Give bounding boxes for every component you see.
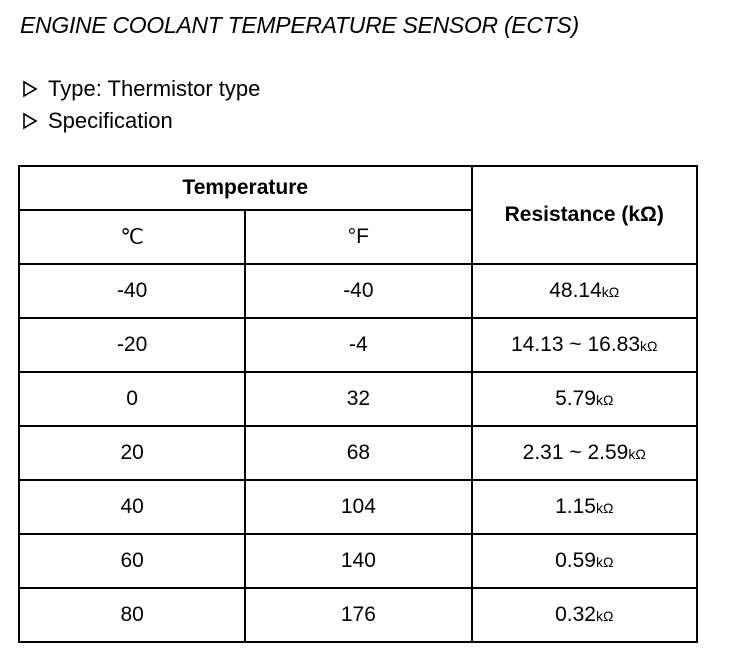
title: ENGINE COOLANT TEMPERATURE SENSOR (ECTS) <box>20 12 579 38</box>
resistance-value: 2.31 ~ 2.59 <box>522 441 629 464</box>
resistance-unit: kΩ <box>601 284 620 300</box>
fahrenheit-cell: 176 <box>244 587 473 643</box>
resistance-value: 0.59 <box>555 549 596 572</box>
fahrenheit-cell: 104 <box>244 479 473 535</box>
celsius-cell: 60 <box>17 533 247 589</box>
data-row: 80 176 0.32kΩ <box>17 587 698 643</box>
celsius-cell: -40 <box>17 263 247 319</box>
header-row: ℃ °F <box>17 209 697 265</box>
list-item: Type: Thermistor type <box>22 76 260 102</box>
data-row: -20 -4 14.13 ~ 16.83kΩ <box>17 317 698 373</box>
resistance-cell: 1.15kΩ <box>470 479 698 535</box>
resistance-unit: kΩ <box>595 500 614 516</box>
resistance-cell: 5.79kΩ <box>470 371 698 427</box>
fahrenheit-cell: 140 <box>244 533 473 589</box>
item-text: Type: Thermistor type <box>48 76 261 101</box>
data-row: 20 68 2.31 ~ 2.59kΩ <box>17 425 698 481</box>
data-row: 60 140 0.59kΩ <box>17 533 698 589</box>
resistance-unit: kΩ <box>628 446 646 462</box>
data-row: -40 -40 48.14kΩ <box>17 263 698 319</box>
fahrenheit-cell: -40 <box>244 263 473 319</box>
table-body: Temperature Resistance (kΩ) ℃ °F -40 -40 4… <box>17 165 698 643</box>
data-row: 0 32 5.79kΩ <box>17 371 698 427</box>
resistance-value: 0.32 <box>555 603 596 626</box>
resistance-cell: 48.14kΩ <box>470 263 698 319</box>
fahrenheit-cell: 68 <box>244 425 473 481</box>
resistance-value: 14.13 ~ 16.83 <box>510 333 641 356</box>
resistance-unit: kΩ <box>595 608 614 624</box>
spec-table: Temperature Resistance (kΩ) ℃ °F -40 -40 4… <box>17 165 698 643</box>
header-cell: Temperature <box>18 165 473 211</box>
fahrenheit-cell: 32 <box>244 371 473 427</box>
resistance-cell: 0.59kΩ <box>470 533 698 589</box>
fahrenheit-cell: -4 <box>244 317 473 373</box>
resistance-value: 48.14 <box>549 279 602 302</box>
resistance-unit: kΩ <box>595 392 614 408</box>
resistance-value: 5.79 <box>555 387 596 410</box>
resistance-value: 1.15 <box>555 495 596 518</box>
bullet-triangle <box>23 112 38 130</box>
data-row: 40 104 1.15kΩ <box>17 479 698 535</box>
header-row: Temperature Resistance (kΩ) <box>18 165 698 265</box>
resistance-cell: 14.13 ~ 16.83kΩ <box>470 317 698 373</box>
resistance-cell: 2.31 ~ 2.59kΩ <box>470 425 698 481</box>
celsius-cell: 80 <box>17 587 247 643</box>
celsius-cell: 40 <box>17 479 247 535</box>
celsius-cell: -20 <box>17 317 247 373</box>
resistance-cell: 0.32kΩ <box>470 587 698 643</box>
list-item: Specification <box>22 108 173 134</box>
celsius-cell: 20 <box>17 425 247 481</box>
resistance-unit: kΩ <box>595 554 614 570</box>
item-text: Specification <box>48 108 173 133</box>
bullet-triangle <box>23 80 38 98</box>
header-cell: °F <box>244 209 473 265</box>
header-cell: ℃ <box>17 209 247 265</box>
resistance-unit: kΩ <box>640 338 658 354</box>
celsius-cell: 0 <box>17 371 247 427</box>
header-cell: Resistance (kΩ) <box>470 165 698 265</box>
